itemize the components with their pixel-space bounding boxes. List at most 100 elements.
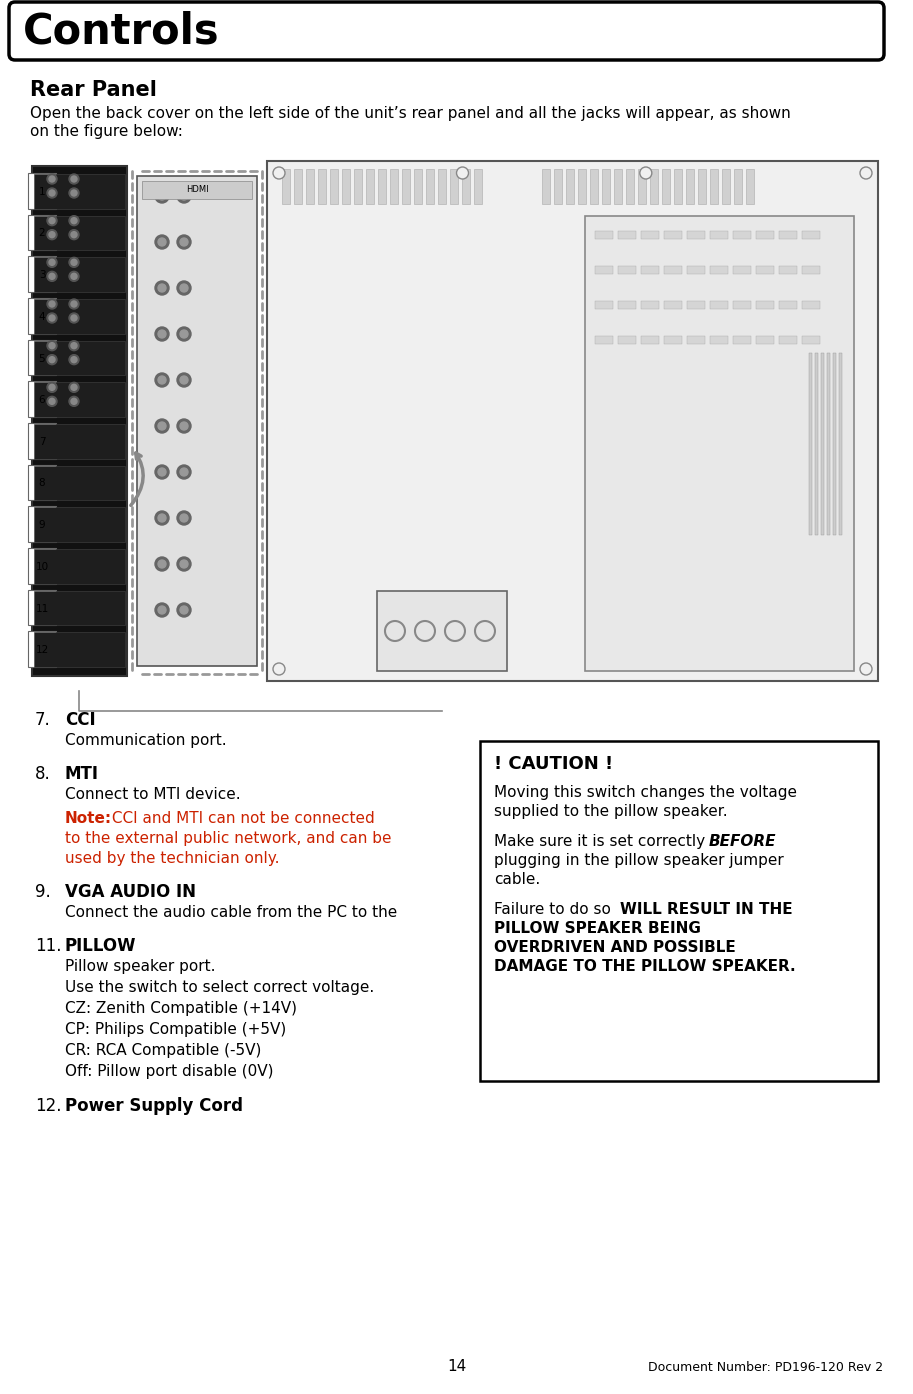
Circle shape (177, 604, 191, 618)
Circle shape (69, 396, 79, 406)
Bar (28, 590, 56, 626)
Circle shape (71, 259, 77, 265)
Text: Communication port.: Communication port. (65, 733, 226, 749)
Text: MTI: MTI (65, 765, 99, 783)
Bar (438, 169, 446, 204)
Bar (638, 169, 646, 204)
Text: 5: 5 (38, 354, 46, 364)
Text: OVERDRIVEN AND POSSIBLE: OVERDRIVEN AND POSSIBLE (494, 940, 736, 955)
Circle shape (49, 399, 55, 404)
Circle shape (155, 604, 169, 618)
Text: BEFORE: BEFORE (709, 834, 776, 849)
Bar (664, 266, 682, 275)
Bar (34, 174, 125, 209)
Circle shape (49, 301, 55, 307)
Bar (426, 169, 434, 204)
Circle shape (180, 514, 188, 521)
Bar (626, 169, 634, 204)
Bar (267, 160, 878, 682)
Bar (686, 169, 694, 204)
Bar (542, 169, 550, 204)
Circle shape (177, 466, 191, 480)
Bar (779, 336, 797, 344)
Bar (318, 169, 326, 204)
Bar (802, 301, 820, 309)
Bar (618, 301, 635, 309)
Text: on the figure below:: on the figure below: (30, 124, 183, 139)
Bar (733, 231, 750, 238)
Text: CR: RCA Compatible (-5V): CR: RCA Compatible (-5V) (65, 1043, 261, 1058)
Bar (28, 256, 56, 291)
Circle shape (71, 231, 77, 237)
Bar (779, 301, 797, 309)
Circle shape (49, 343, 55, 348)
Text: plugging in the pillow speaker jumper: plugging in the pillow speaker jumper (494, 853, 783, 868)
Bar (779, 266, 797, 275)
Text: 4: 4 (38, 312, 46, 322)
Circle shape (69, 174, 79, 184)
Bar (28, 298, 56, 333)
Bar (282, 169, 290, 204)
Bar (833, 353, 835, 534)
Bar (650, 169, 658, 204)
Circle shape (47, 354, 57, 365)
Circle shape (158, 330, 166, 337)
Circle shape (180, 330, 188, 337)
Bar (28, 631, 56, 666)
Bar (402, 169, 410, 204)
Bar (641, 266, 658, 275)
Bar (641, 231, 658, 238)
Circle shape (69, 382, 79, 392)
Bar (554, 169, 561, 204)
Bar (641, 336, 658, 344)
Circle shape (177, 328, 191, 342)
Text: 12.: 12. (35, 1097, 61, 1115)
Bar (710, 169, 718, 204)
Circle shape (71, 343, 77, 348)
Circle shape (177, 282, 191, 296)
Circle shape (155, 190, 169, 204)
Circle shape (69, 230, 79, 240)
Circle shape (180, 422, 188, 429)
Bar (28, 422, 56, 459)
Bar (34, 382, 125, 417)
Bar (594, 336, 613, 344)
Text: supplied to the pillow speaker.: supplied to the pillow speaker. (494, 804, 728, 820)
Circle shape (47, 216, 57, 226)
Bar (618, 231, 635, 238)
Bar (414, 169, 422, 204)
Text: 3: 3 (38, 270, 46, 280)
Bar (709, 301, 728, 309)
Text: to the external public network, and can be: to the external public network, and can … (65, 831, 392, 846)
Bar (142, 181, 252, 199)
Text: PILLOW: PILLOW (65, 937, 137, 955)
Bar (687, 301, 705, 309)
Circle shape (69, 354, 79, 365)
Bar (306, 169, 314, 204)
Text: 9.: 9. (35, 882, 51, 901)
Circle shape (71, 357, 77, 362)
Text: Open the back cover on the left side of the unit’s rear panel and all the jacks : Open the back cover on the left side of … (30, 106, 791, 121)
Bar (34, 298, 125, 333)
Circle shape (273, 664, 285, 675)
Bar (664, 301, 682, 309)
Text: Use the switch to select correct voltage.: Use the switch to select correct voltage… (65, 980, 374, 995)
Circle shape (177, 236, 191, 250)
Bar (34, 633, 125, 666)
Bar (709, 231, 728, 238)
Bar (734, 169, 742, 204)
Circle shape (456, 167, 468, 178)
Circle shape (158, 468, 166, 475)
Bar (733, 266, 750, 275)
Circle shape (860, 664, 872, 675)
Bar (664, 336, 682, 344)
Text: 9: 9 (38, 520, 46, 530)
Text: Connect the audio cable from the PC to the: Connect the audio cable from the PC to t… (65, 905, 397, 920)
Circle shape (49, 176, 55, 183)
Bar (709, 336, 728, 344)
Text: DAMAGE TO THE PILLOW SPEAKER.: DAMAGE TO THE PILLOW SPEAKER. (494, 959, 795, 974)
Circle shape (47, 230, 57, 240)
Circle shape (155, 282, 169, 296)
Bar (354, 169, 362, 204)
Bar (618, 266, 635, 275)
